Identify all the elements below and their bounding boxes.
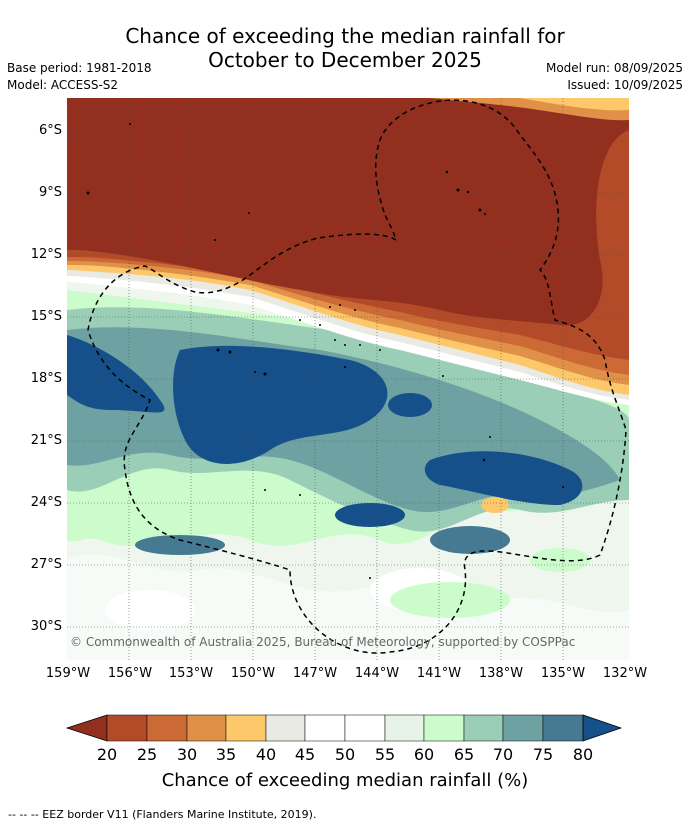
eez-border [87, 99, 627, 654]
colorbar-tick: 40 [255, 745, 277, 764]
lat-label: 24°S [30, 495, 62, 510]
lon-label: 141°W [416, 666, 462, 681]
lat-label: 30°S [30, 619, 62, 634]
probability-field [67, 98, 629, 660]
colorbar-tick: 65 [453, 745, 475, 764]
colorbar-bin [344, 714, 386, 742]
colorbar-tick: 30 [176, 745, 198, 764]
blue-core [335, 503, 405, 527]
colorbar-bin [423, 714, 465, 742]
blue-core-central [173, 345, 388, 464]
colorbar-bin [384, 714, 425, 742]
blue-core [388, 393, 432, 417]
colorbar-tick: 60 [413, 745, 435, 764]
colorbar-tick: 20 [96, 745, 118, 764]
colorbar-tick: 45 [294, 745, 316, 764]
model-name: Model: ACCESS-S2 [7, 78, 119, 92]
islands [86, 123, 564, 579]
colorbar-tick: 70 [492, 745, 514, 764]
lat-label: 9°S [38, 185, 62, 200]
colorbar-low-arrow [65, 714, 108, 742]
lon-label: 132°W [602, 666, 648, 681]
lon-label: 144°W [354, 666, 400, 681]
colorbar-bin [304, 714, 346, 742]
colorbar-tick: 75 [532, 745, 554, 764]
lat-label: 21°S [30, 433, 62, 448]
lon-label: 153°W [168, 666, 214, 681]
copyright-notice: © Commonwealth of Australia 2025, Bureau… [70, 635, 576, 649]
north-edge-band [520, 98, 629, 111]
colorbar-bin [463, 714, 504, 742]
colorbar-tick: 35 [215, 745, 237, 764]
base-period: Base period: 1981-2018 [7, 61, 152, 75]
issued-date: Issued: 10/09/2025 [567, 78, 683, 92]
darkest-brown-zone [67, 98, 629, 326]
teal-patch [135, 535, 225, 555]
colorbar-bin [225, 714, 267, 742]
model-run: Model run: 08/09/2025 [545, 61, 683, 75]
colorbar-tick: 50 [334, 745, 356, 764]
eez-legend-footer: -- -- -- EEZ border V11 (Flanders Marine… [8, 808, 317, 821]
lon-label: 147°W [292, 666, 338, 681]
green-patch [530, 548, 590, 572]
white-patch [105, 590, 195, 630]
lat-label: 15°S [30, 309, 62, 324]
colorbar-bin [265, 714, 306, 742]
colorbar-tick: 25 [136, 745, 158, 764]
colorbar-bin [186, 714, 227, 742]
colorbar-bin [502, 714, 544, 742]
green-patch [390, 582, 510, 618]
lat-label: 12°S [30, 247, 62, 262]
lon-label: 156°W [107, 666, 153, 681]
colorbar [65, 714, 623, 742]
lon-label: 135°W [540, 666, 586, 681]
lon-label: 159°W [45, 666, 91, 681]
colorbar-bin [146, 714, 188, 742]
lon-label: 150°W [230, 666, 276, 681]
lat-label: 6°S [38, 123, 62, 138]
colorbar-label: Chance of exceeding median rainfall (%) [161, 770, 529, 791]
orange-spot [481, 497, 509, 513]
colorbar-bin [542, 714, 584, 742]
graticule [67, 98, 629, 660]
colorbar-tick: 80 [572, 745, 594, 764]
blue-core-east [424, 451, 583, 505]
map-title-line1: Chance of exceeding the median rainfall … [125, 24, 565, 48]
colorbar-tick: 55 [374, 745, 396, 764]
colorbar-high-arrow [582, 714, 623, 742]
south-band [67, 554, 629, 660]
lat-label: 18°S [30, 371, 62, 386]
teal-patch [430, 526, 510, 554]
colorbar-bin [106, 714, 148, 742]
lat-label: 27°S [30, 557, 62, 572]
map-title-line2: October to December 2025 [208, 48, 482, 72]
blue-core-west [67, 335, 165, 413]
lon-label: 138°W [478, 666, 524, 681]
